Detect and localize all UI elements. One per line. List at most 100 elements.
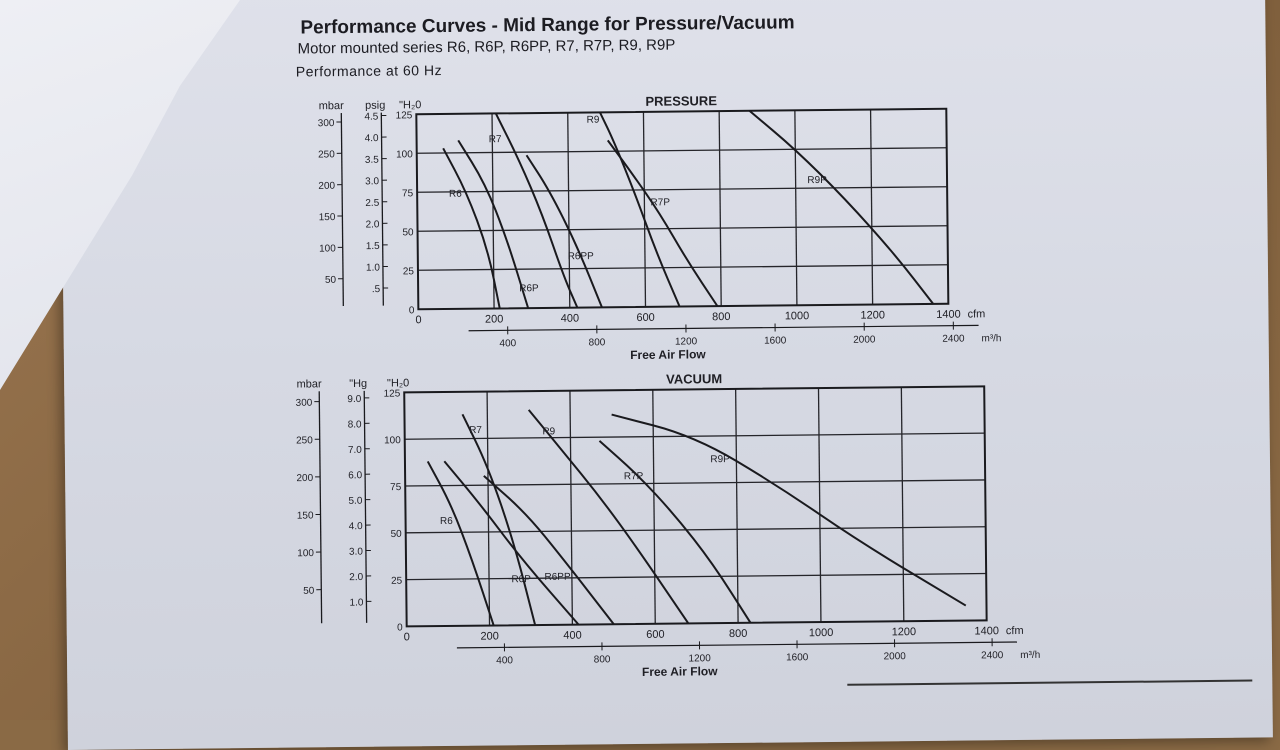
pressure-grid-h — [418, 226, 948, 232]
vacuum-curve-r9p — [612, 411, 966, 609]
pressure-x-tick-label: 400 — [561, 313, 579, 325]
vacuum-mbar-tick-label: 150 — [297, 511, 314, 522]
vacuum-series-label-r7p: R7P — [624, 471, 644, 482]
vacuum-x-tick-label: 600 — [646, 629, 664, 641]
vacuum-x-tick-label: 1400 — [974, 625, 999, 637]
pressure-aux2-tick-label: 3.0 — [365, 176, 379, 187]
pressure-aux2-tick-label: 4.5 — [364, 112, 378, 123]
vacuum-y-tick-label: 25 — [391, 576, 403, 587]
vacuum-series-label-r9: R9 — [542, 426, 555, 437]
vacuum-aux2-tick-label: 9.0 — [347, 394, 361, 405]
vacuum-aux2-tick-label: 3.0 — [349, 547, 363, 558]
vacuum-mbar-tick-label: 250 — [296, 435, 313, 446]
vacuum-mbar-tick-label: 100 — [297, 548, 314, 559]
pressure-mbar-tick-label: 150 — [319, 212, 336, 223]
document-page: Performance Curves - Mid Range for Press… — [60, 0, 1273, 750]
pressure-curve-r6 — [443, 148, 500, 309]
pressure-series-label-r7p: R7P — [650, 197, 670, 208]
vacuum-secondary-axis — [457, 642, 1017, 648]
pressure-y-tick-label: 0 — [409, 305, 415, 316]
pressure-grid-h — [417, 187, 947, 193]
vacuum-series-label-r6p: R6P — [511, 574, 531, 585]
vacuum-y-tick-label: 0 — [397, 622, 403, 633]
pressure-aux2-tick-label: 2.5 — [365, 198, 379, 209]
vacuum-x2-tick-label: 2000 — [884, 651, 907, 662]
vacuum-y-unit: "H₂0 — [387, 377, 409, 389]
pressure-x-tick-label: 1000 — [785, 310, 810, 322]
pressure-x2-tick-label: 1600 — [764, 335, 787, 346]
vacuum-x-tick-label: 400 — [563, 630, 581, 642]
pressure-x2-unit: m³/h — [981, 333, 1001, 344]
vacuum-aux2-tick-label: 2.0 — [349, 572, 363, 583]
pressure-curve-r9 — [600, 112, 680, 308]
vacuum-curve-r6pp — [484, 474, 614, 625]
pressure-curve-r9p — [749, 109, 933, 306]
pressure-x2-tick-label: 2400 — [942, 334, 965, 345]
pressure-aux2-unit: psig — [365, 100, 385, 112]
pressure-grid-v — [719, 111, 721, 306]
pressure-grid-v — [795, 110, 797, 305]
pressure-series-label-r6: R6 — [449, 189, 462, 200]
pressure-secondary-axis — [469, 325, 979, 330]
vacuum-x-tick-label: 800 — [729, 628, 747, 640]
vacuum-mbar-axis — [319, 391, 321, 623]
vacuum-series-label-r9p: R9P — [710, 454, 730, 465]
vacuum-mbar-tick-label: 50 — [303, 586, 315, 597]
vacuum-aux2-unit: "Hg — [349, 378, 367, 390]
pressure-series-label-r7: R7 — [489, 134, 502, 145]
pressure-mbar-tick-label: 200 — [318, 181, 335, 192]
vacuum-grid-v — [570, 391, 572, 625]
vacuum-y-tick-label: 125 — [384, 388, 401, 399]
vacuum-x-unit: cfm — [1006, 625, 1024, 637]
vacuum-grid-v — [487, 392, 489, 626]
vacuum-aux2-axis — [364, 391, 366, 623]
pressure-x2-tick-label: 400 — [499, 338, 516, 349]
pressure-mbar-axis — [341, 113, 343, 306]
pressure-aux2-axis — [381, 113, 383, 306]
vacuum-x-tick-label: 1000 — [809, 627, 834, 639]
vacuum-y-tick-label: 50 — [391, 529, 403, 540]
pressure-series-label-r6pp: R6PP — [568, 251, 595, 262]
vacuum-aux2-tick-label: 8.0 — [348, 419, 362, 430]
vacuum-aux2-tick-label: 1.0 — [349, 597, 363, 608]
vacuum-grid-v — [818, 388, 820, 622]
vacuum-x-tick-label: 0 — [404, 631, 410, 643]
pressure-grid-h — [417, 148, 947, 154]
vacuum-grid-h — [406, 527, 986, 533]
vacuum-x2-tick-label: 800 — [594, 654, 611, 665]
pressure-aux2-tick-label: 3.5 — [365, 155, 379, 166]
pressure-chart-title: PRESSURE — [645, 93, 717, 109]
vacuum-curve-r7 — [462, 414, 535, 626]
pressure-series-label-r6p: R6P — [519, 283, 539, 294]
vacuum-x-axis-title: Free Air Flow — [642, 664, 718, 679]
pressure-x-tick-label: 800 — [712, 311, 730, 323]
vacuum-mbar-unit: mbar — [297, 378, 323, 390]
pressure-mbar-tick-label: 50 — [325, 275, 337, 286]
vacuum-mbar-tick-label: 300 — [296, 398, 313, 409]
pressure-x-axis-title: Free Air Flow — [630, 347, 706, 362]
vacuum-x-tick-label: 1200 — [892, 626, 917, 638]
pressure-y-tick-label: 125 — [396, 110, 413, 121]
vacuum-x2-tick-label: 1600 — [786, 652, 809, 663]
pressure-curve-r7p — [608, 139, 718, 307]
vacuum-x-tick-label: 200 — [480, 630, 498, 642]
pressure-aux2-tick-label: 2.0 — [366, 219, 380, 230]
vacuum-series-label-r6pp: R6PP — [544, 572, 571, 583]
vacuum-grid-v — [736, 389, 738, 623]
pressure-grid-v — [643, 112, 645, 307]
vacuum-chart-title: VACUUM — [666, 371, 722, 387]
pressure-grid-h — [418, 265, 948, 271]
vacuum-grid-h — [406, 574, 986, 580]
pressure-y-unit: "H₂0 — [399, 99, 421, 111]
pressure-aux2-tick-label: 4.0 — [365, 133, 379, 144]
vacuum-grid-h — [405, 433, 985, 439]
pressure-x-tick-label: 600 — [636, 312, 654, 324]
vacuum-x2-unit: m³/h — [1020, 650, 1040, 661]
pressure-series-label-r9: R9 — [587, 115, 600, 126]
vacuum-y-tick-label: 100 — [384, 435, 401, 446]
pressure-y-tick-label: 100 — [396, 149, 413, 160]
pressure-x-tick-label: 1200 — [860, 309, 885, 321]
pressure-x-unit: cfm — [968, 308, 986, 320]
pressure-mbar-tick-label: 300 — [318, 118, 335, 129]
